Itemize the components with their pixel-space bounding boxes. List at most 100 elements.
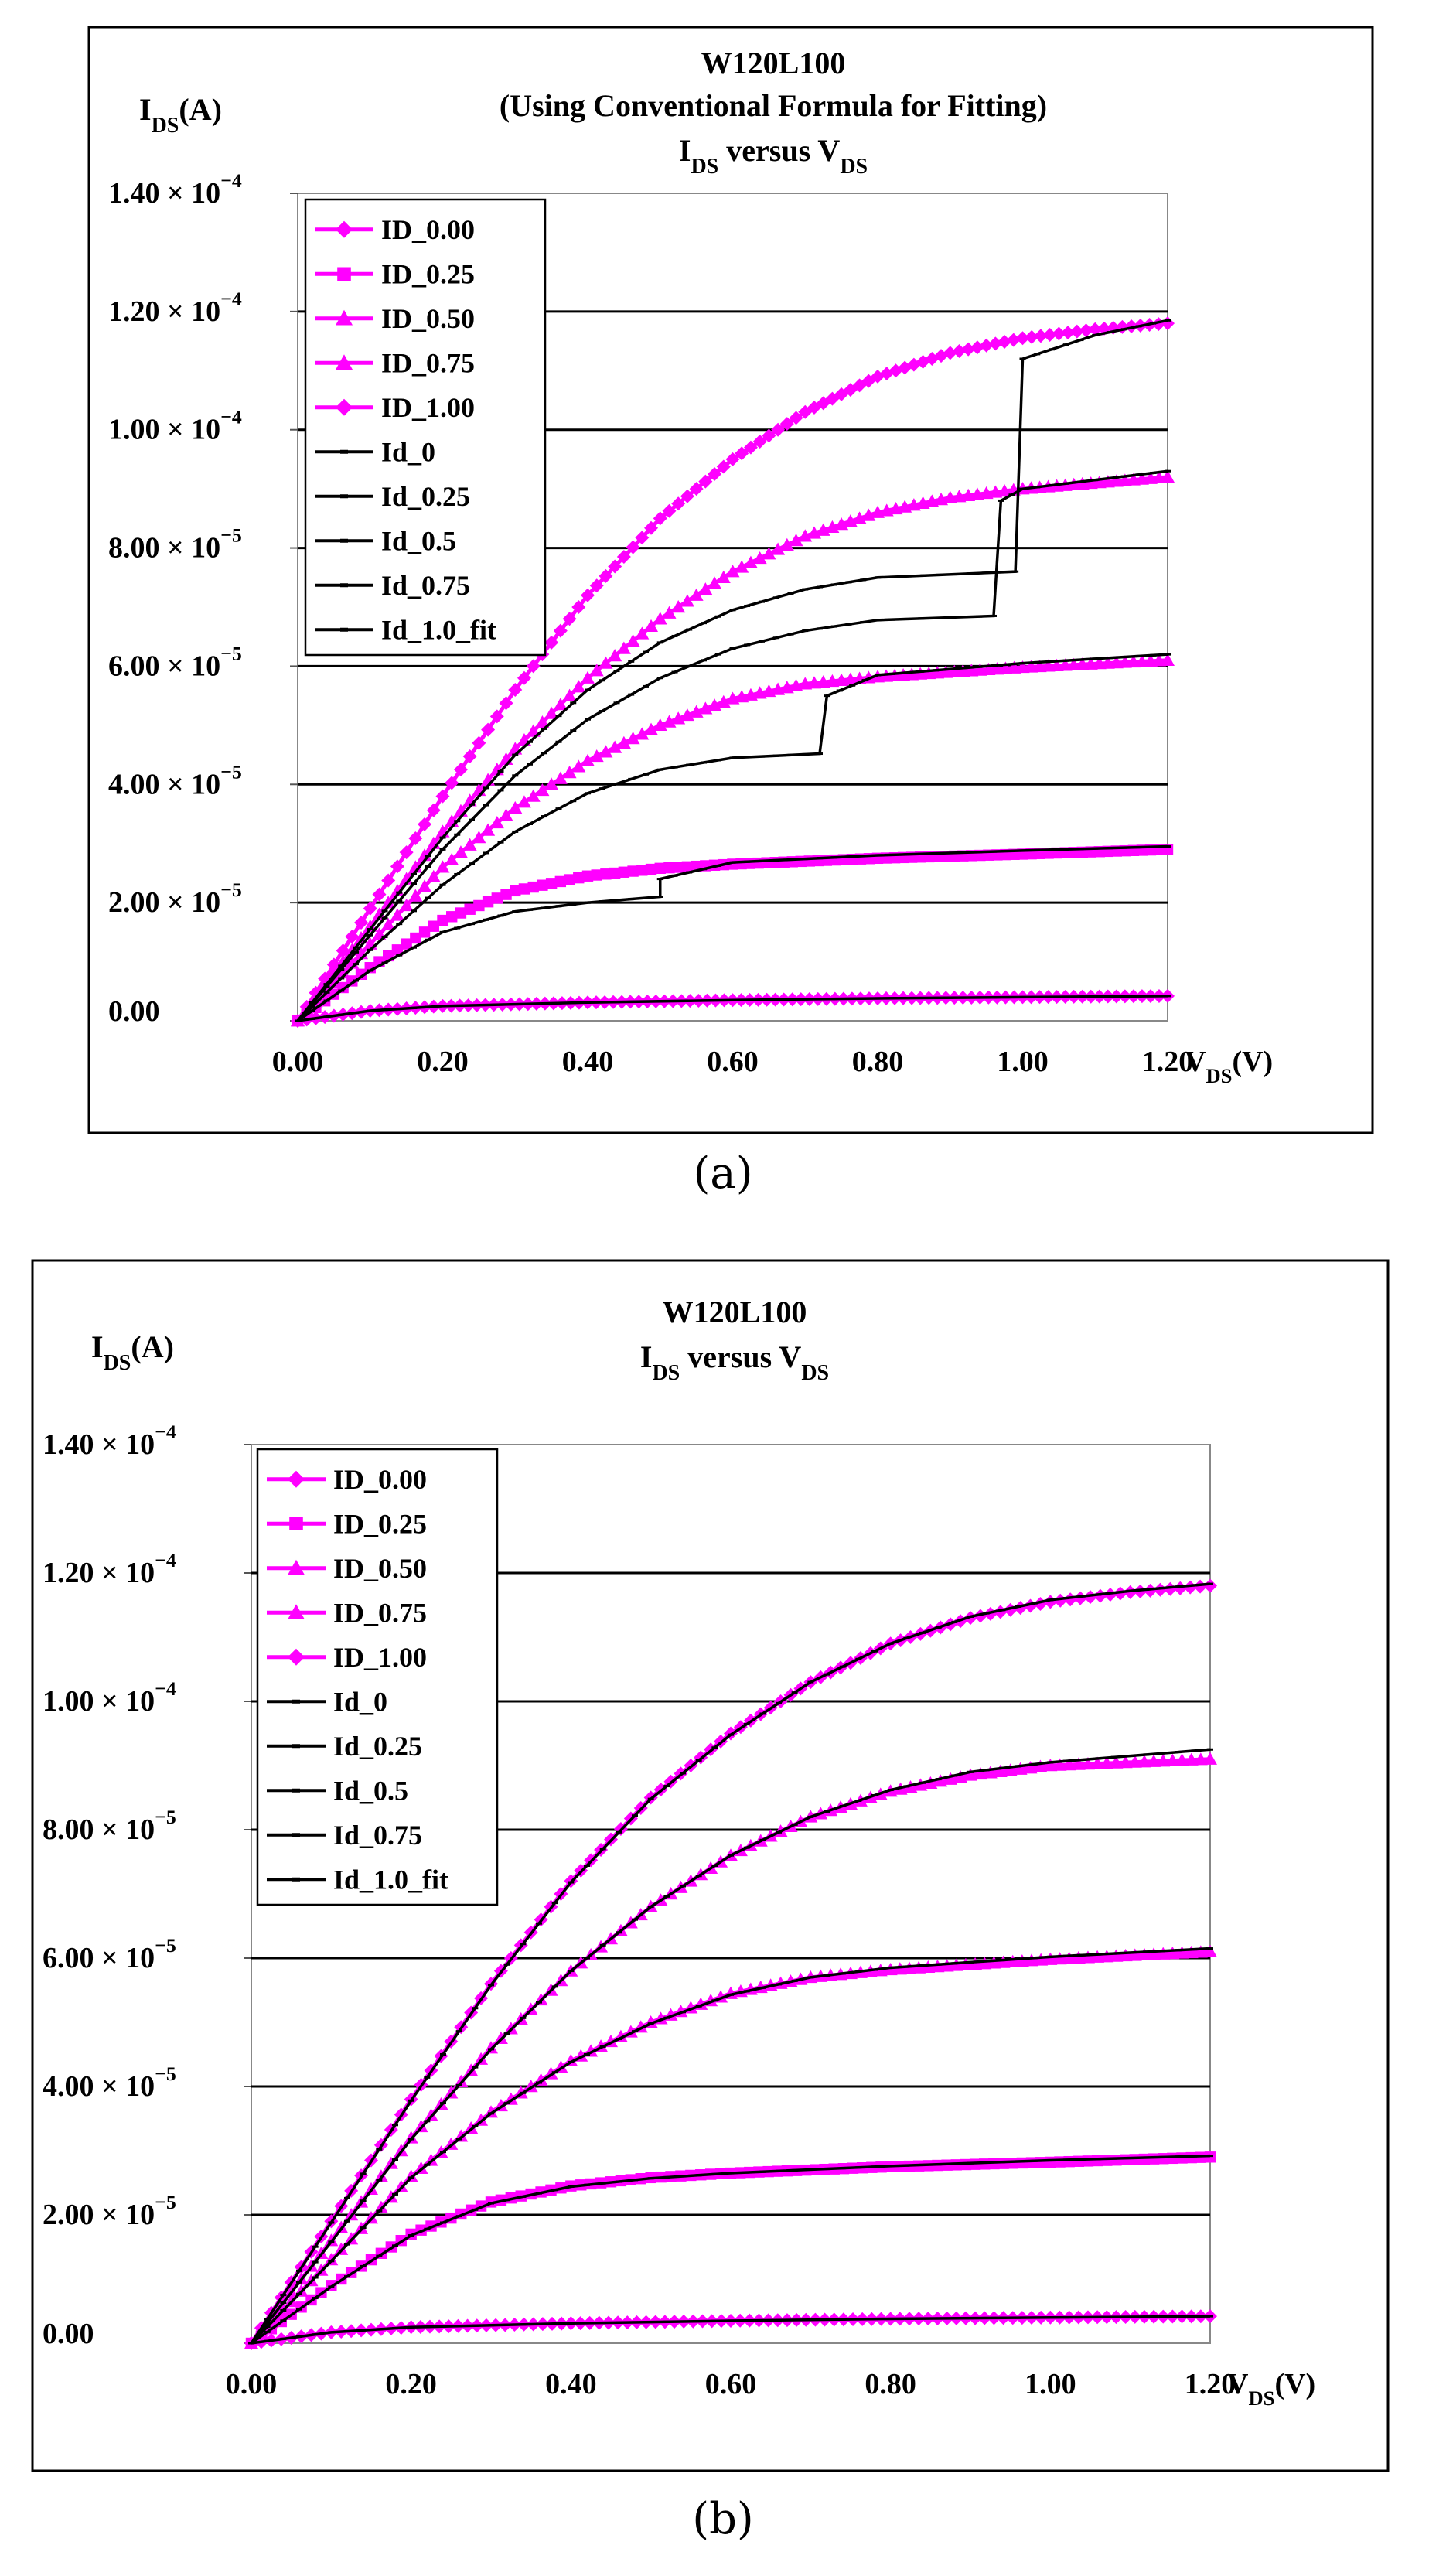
data-point — [961, 996, 968, 999]
legend-label: ID_0.50 — [381, 303, 475, 334]
data-point — [644, 520, 659, 535]
series-Id_0 — [248, 2315, 1213, 2345]
x-tick-label: 1.20 — [1185, 2368, 1236, 2400]
data-point — [711, 1864, 718, 1867]
data-point — [762, 547, 776, 560]
data-point — [1049, 484, 1055, 487]
data-point — [855, 1970, 862, 1973]
data-point — [264, 2339, 271, 2342]
data-point — [424, 2325, 431, 2329]
data-point — [973, 1766, 987, 1780]
data-point — [568, 2322, 575, 2325]
data-point — [425, 865, 431, 868]
data-point — [1175, 2315, 1182, 2318]
data-point — [714, 653, 721, 656]
data-point — [499, 808, 513, 821]
data-point — [635, 626, 650, 640]
data-point — [1165, 995, 1171, 998]
legend-item: Id_0 — [267, 1686, 387, 1717]
data-point — [779, 537, 794, 551]
data-point — [1191, 2155, 1198, 2158]
x-axis-label: VDS(V) — [1185, 1046, 1273, 1087]
data-point — [1043, 1952, 1058, 1965]
legend-item: Id_0.5 — [315, 525, 456, 556]
data-point — [961, 342, 976, 357]
data-point — [599, 568, 613, 583]
series-Id_0.25 — [295, 844, 1171, 1022]
data-point — [376, 2209, 383, 2213]
data-point — [1079, 323, 1093, 338]
data-point — [309, 1001, 315, 1004]
data-point — [1150, 322, 1157, 325]
data-point — [663, 1895, 670, 1898]
data-point — [729, 998, 736, 1001]
data-point — [392, 2192, 398, 2196]
data-point — [334, 2242, 349, 2255]
data-point — [435, 860, 450, 873]
data-point — [336, 965, 350, 979]
y-tick-label: 1.00 × 10−4 — [108, 405, 242, 446]
data-point — [1127, 2157, 1134, 2160]
legend-label: Id_1.0_fit — [381, 614, 496, 645]
data-point — [1031, 1957, 1038, 1960]
data-point — [1153, 1582, 1168, 1597]
data-point — [555, 740, 562, 743]
y-axis-label: IDS(A) — [91, 1329, 174, 1375]
x-tick-label: 0.40 — [562, 1046, 614, 1078]
data-point — [424, 2227, 431, 2230]
data-point — [671, 670, 678, 674]
data-point — [888, 672, 895, 675]
data-point — [817, 627, 823, 630]
data-point — [789, 411, 803, 425]
data-point — [445, 852, 459, 865]
data-point — [1033, 329, 1048, 343]
legend-item: ID_0.25 — [315, 258, 475, 289]
data-point — [1092, 333, 1099, 336]
data-point — [367, 1009, 373, 1012]
data-point — [353, 979, 359, 982]
data-point — [355, 968, 367, 981]
data-point — [1191, 1584, 1198, 1587]
data-point — [1034, 1953, 1049, 1966]
data-point — [1073, 1591, 1088, 1605]
data-point — [1127, 1755, 1134, 1758]
data-point — [752, 435, 767, 449]
y-tick-label: 1.20 × 10−4 — [108, 287, 242, 328]
x-tick-label: 0.20 — [417, 1046, 469, 1078]
x-tick-label: 1.00 — [997, 1046, 1049, 1078]
data-point — [1049, 848, 1055, 851]
data-point — [571, 680, 586, 693]
data-point — [570, 701, 577, 705]
data-point — [943, 346, 957, 360]
data-point — [570, 729, 577, 732]
data-point — [970, 340, 984, 355]
data-point — [526, 724, 541, 737]
data-point — [455, 2030, 462, 2033]
data-point — [963, 1768, 977, 1781]
data-point — [545, 878, 558, 889]
data-point — [1161, 469, 1175, 483]
data-point — [568, 1970, 575, 1973]
data-point — [489, 709, 504, 724]
data-point — [535, 783, 550, 797]
data-point — [453, 845, 468, 858]
data-point — [360, 2329, 367, 2332]
data-point — [1175, 1949, 1182, 1952]
data-point — [860, 997, 867, 1000]
data-point — [807, 1680, 814, 1684]
data-point — [599, 2182, 606, 2185]
data-point — [323, 991, 330, 994]
data-point — [743, 555, 758, 568]
data-point — [930, 1960, 945, 1973]
data-point — [520, 2323, 527, 2326]
data-point — [887, 2165, 894, 2168]
data-point — [1063, 1597, 1069, 1600]
data-point — [752, 551, 767, 565]
legend-label: ID_0.25 — [333, 1508, 427, 1539]
data-point — [807, 2318, 814, 2322]
data-point — [663, 2320, 670, 2323]
data-point — [527, 822, 533, 825]
data-point — [381, 909, 388, 913]
data-point — [1069, 324, 1084, 339]
data-point — [376, 2148, 383, 2151]
